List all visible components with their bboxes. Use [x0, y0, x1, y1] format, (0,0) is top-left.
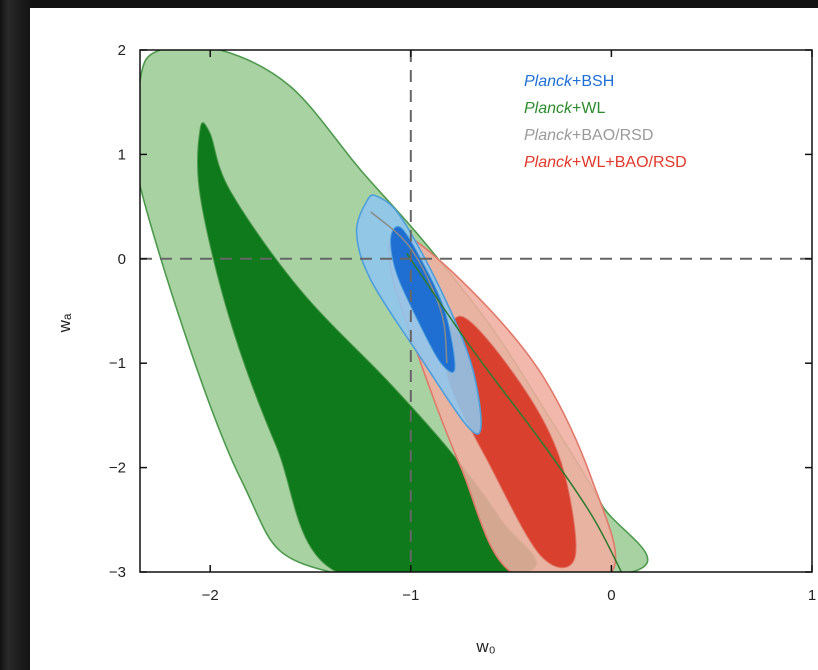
legend-entry-planck-wl-bao-rsd: Planck+WL+BAO/RSD — [524, 154, 687, 171]
planck-wl-contour-line — [406, 253, 623, 572]
x-tick-label: 1 — [808, 587, 816, 604]
x-tick-label: −2 — [202, 587, 219, 604]
axis-ticks: −2 −1 0 1 2 1 0 −1 −2 −3 — [109, 42, 816, 604]
legend-entry-planck-bsh: Planck+BSH — [524, 73, 614, 90]
planck-bao-rsd-contour-line — [370, 211, 448, 364]
contour-layer — [140, 50, 649, 572]
legend-entry-planck-bao-rsd: Planck+BAO/RSD — [524, 127, 653, 144]
planck-bsh-inner-contour — [390, 226, 456, 373]
y-tick-label: 0 — [118, 251, 126, 268]
x-axis-label: w₀ — [475, 637, 495, 656]
y-axis-label: wₐ — [55, 313, 74, 333]
y-tick-label: 2 — [118, 42, 126, 59]
y-tick-label: −2 — [109, 460, 126, 477]
plot-frame — [139, 49, 813, 573]
y-tick-label: −1 — [109, 355, 126, 372]
x-tick-label: −1 — [402, 587, 419, 604]
legend: Planck+BSH Planck+WL Planck+BAO/RSD Planck+… — [524, 73, 687, 171]
y-tick-label: 1 — [118, 146, 126, 163]
legend-entry-planck-wl: Planck+WL — [524, 100, 605, 117]
y-tick-label: −3 — [109, 564, 126, 581]
reference-lines — [140, 50, 812, 572]
x-tick-label: 0 — [607, 587, 615, 604]
